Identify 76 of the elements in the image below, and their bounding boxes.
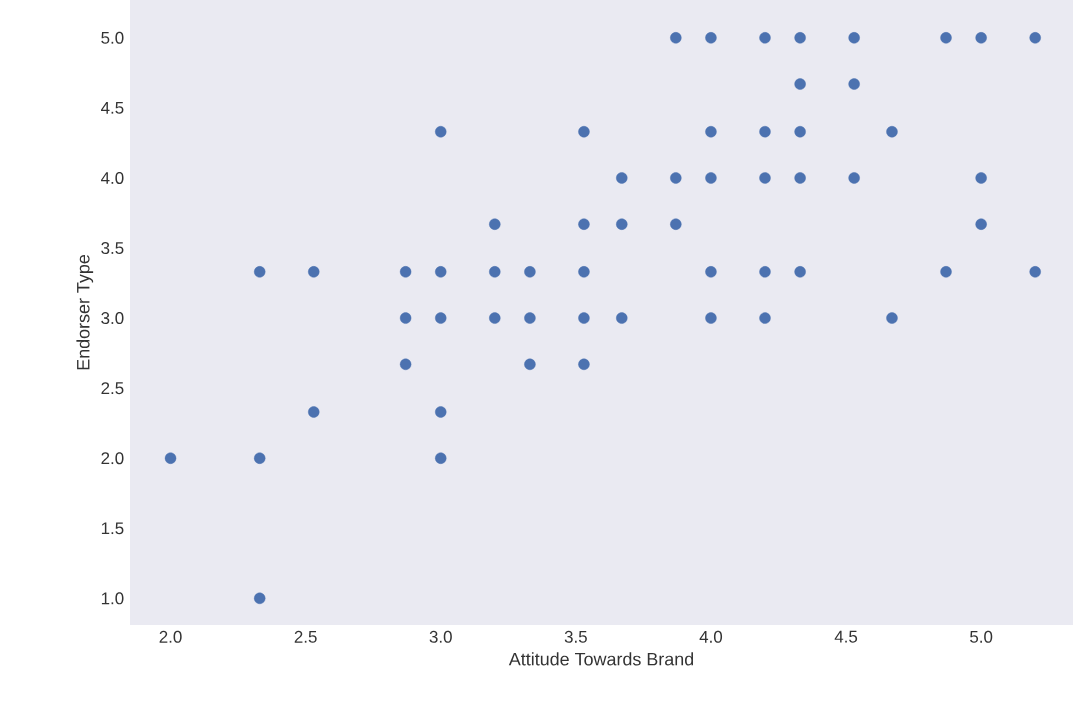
point [308,266,320,278]
point [759,32,771,44]
x-tick-label: 2.5 [294,630,317,643]
y-tick-label: 4.5 [101,101,124,114]
point [759,266,771,278]
point [759,312,771,324]
point [705,32,717,44]
point [848,32,860,44]
x-axis-title: Attitude Towards Brand [508,652,694,666]
point [670,218,682,230]
y-axis-title: Endorser Type [76,254,94,370]
y-tick-label: 2.5 [101,382,124,395]
x-tick-label: 2.0 [159,630,182,643]
point [435,312,447,324]
point [308,406,320,418]
x-tick-label: 5.0 [970,630,993,643]
x-tick-label: 4.0 [699,630,723,643]
point [794,78,806,90]
point [759,172,771,184]
point [616,218,628,230]
y-tick-label: 2.0 [101,452,124,465]
x-tick-label: 3.5 [564,630,587,643]
point [794,266,806,278]
y-tick-label: 4.0 [101,171,124,184]
y-tick-label: 1.0 [101,592,124,605]
point [975,218,987,230]
point [886,312,898,324]
point [524,312,536,324]
point [489,218,501,230]
point [794,126,806,138]
point [399,358,412,371]
point [794,172,806,184]
y-tick-label: 3.5 [101,242,124,255]
point [578,358,590,371]
point [435,406,447,418]
point [578,126,590,138]
x-tick-label: 4.5 [834,630,858,643]
point [254,452,266,464]
point [435,266,447,278]
y-tick-label: 1.5 [101,522,124,535]
point [616,172,628,184]
y-tick-label: 5.0 [101,31,124,44]
point [524,358,536,371]
point [578,218,590,230]
point [705,312,717,324]
point [759,126,771,138]
x-tick-label: 3.0 [429,630,452,643]
point [489,312,501,324]
point [848,172,860,184]
point [399,266,412,278]
point [940,32,952,44]
point [524,266,536,278]
point [940,266,952,278]
point [705,126,717,138]
point [705,266,717,278]
point [670,32,682,44]
point [489,266,501,278]
point [254,592,266,605]
point [435,452,447,464]
point [578,266,590,278]
point [578,312,590,324]
point [1029,32,1041,44]
point [848,78,860,90]
point [886,126,898,138]
point [705,172,717,184]
point [975,172,987,184]
point [1029,266,1041,278]
point [794,32,806,44]
point [616,312,628,324]
point [670,172,682,184]
point [975,32,987,44]
point [254,266,266,278]
point [435,126,447,138]
y-tick-label: 3.0 [101,312,124,325]
point [399,312,412,324]
point [164,452,177,464]
